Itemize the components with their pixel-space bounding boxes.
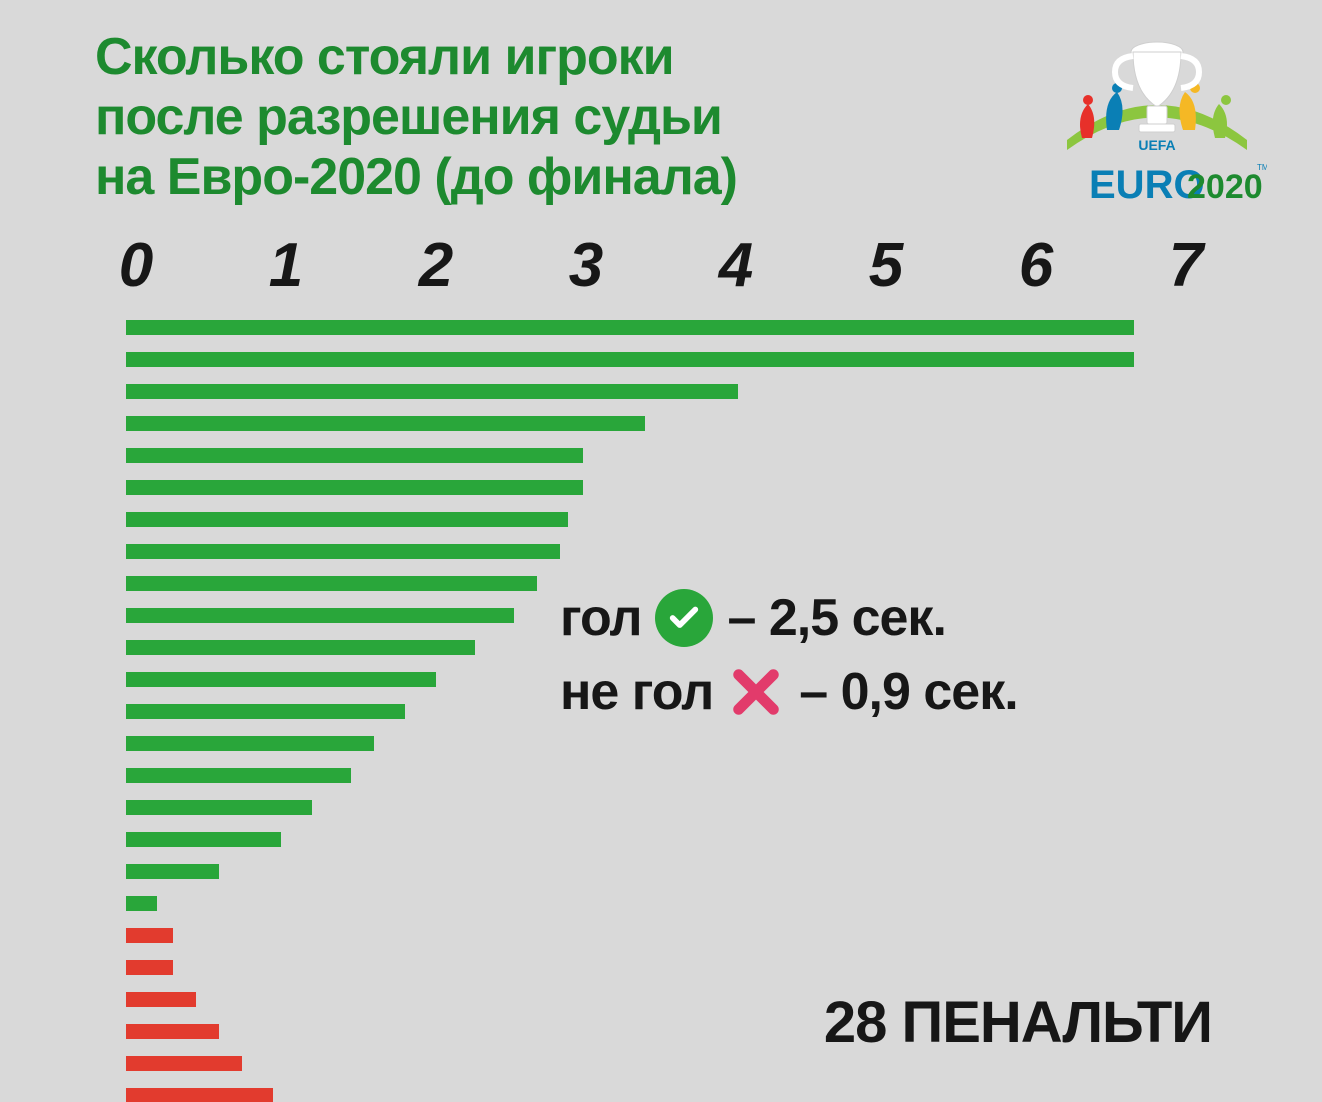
bar-row (126, 320, 1211, 347)
bar-row (126, 832, 1211, 859)
bar-row (126, 960, 1211, 987)
bar-row (126, 448, 1211, 475)
bar-goal (126, 672, 436, 687)
chart-canvas: Сколько стояли игрокипосле разрешения су… (0, 0, 1322, 1102)
bar-miss (126, 1088, 273, 1102)
bar-miss (126, 928, 173, 943)
bar-row (126, 800, 1211, 827)
bar-goal (126, 608, 514, 623)
legend-miss-value: – 0,9 сек. (799, 662, 1017, 722)
bar-goal (126, 416, 645, 431)
bar-goal (126, 384, 738, 399)
bar-miss (126, 960, 173, 975)
x-axis: 0 1 2 3 4 5 6 7 (105, 230, 1215, 301)
x-tick: 7 (1155, 230, 1215, 301)
cross-icon (727, 663, 785, 721)
bar-miss (126, 1056, 242, 1071)
legend-goal-label: гол (560, 588, 641, 648)
x-tick: 2 (405, 230, 465, 301)
legend-goal-row: гол – 2,5 сек. (560, 588, 1018, 648)
bar-goal (126, 320, 1134, 335)
bar-goal (126, 640, 475, 655)
bar-row (126, 864, 1211, 891)
logo-tm: TM (1257, 163, 1267, 172)
check-icon (655, 589, 713, 647)
x-tick: 4 (705, 230, 765, 301)
x-tick: 3 (555, 230, 615, 301)
bar-goal (126, 512, 568, 527)
bar-row (126, 480, 1211, 507)
legend-goal-value: – 2,5 сек. (727, 588, 945, 648)
bar-row (126, 1088, 1211, 1102)
bar-goal (126, 864, 219, 879)
bar-goal (126, 736, 374, 751)
legend-miss-row: не гол – 0,9 сек. (560, 662, 1018, 722)
bar-row (126, 1056, 1211, 1083)
legend-miss-label: не гол (560, 662, 713, 722)
bar-row (126, 352, 1211, 379)
bar-goal (126, 896, 157, 911)
x-tick: 0 (105, 230, 165, 301)
bar-row (126, 736, 1211, 763)
chart-legend: гол – 2,5 сек. не гол – 0,9 сек. (560, 588, 1018, 736)
logo-year-text: 2020 (1187, 168, 1263, 206)
bar-miss (126, 992, 196, 1007)
bar-row (126, 544, 1211, 571)
bar-row (126, 416, 1211, 443)
bar-row (126, 384, 1211, 411)
bar-miss (126, 1024, 219, 1039)
x-tick: 6 (1005, 230, 1065, 301)
bar-goal (126, 704, 405, 719)
bar-goal (126, 768, 351, 783)
euro2020-logo: UEFA EURO 2020 TM (1047, 20, 1267, 200)
bar-goal (126, 352, 1134, 367)
footer-text: 28 ПЕНАЛЬТИ (824, 989, 1212, 1056)
bar-goal (126, 480, 583, 495)
bar-goal (126, 832, 281, 847)
x-tick: 5 (855, 230, 915, 301)
chart-title: Сколько стояли игрокипосле разрешения су… (95, 28, 737, 207)
bar-row (126, 512, 1211, 539)
bar-goal (126, 576, 537, 591)
bar-row (126, 928, 1211, 955)
bar-goal (126, 800, 312, 815)
x-tick: 1 (255, 230, 315, 301)
bar-row (126, 896, 1211, 923)
bar-row (126, 768, 1211, 795)
logo-uefa-text: UEFA (1138, 137, 1175, 153)
bar-goal (126, 544, 560, 559)
bar-goal (126, 448, 583, 463)
euro2020-logo-svg: UEFA EURO 2020 TM (1047, 20, 1267, 220)
